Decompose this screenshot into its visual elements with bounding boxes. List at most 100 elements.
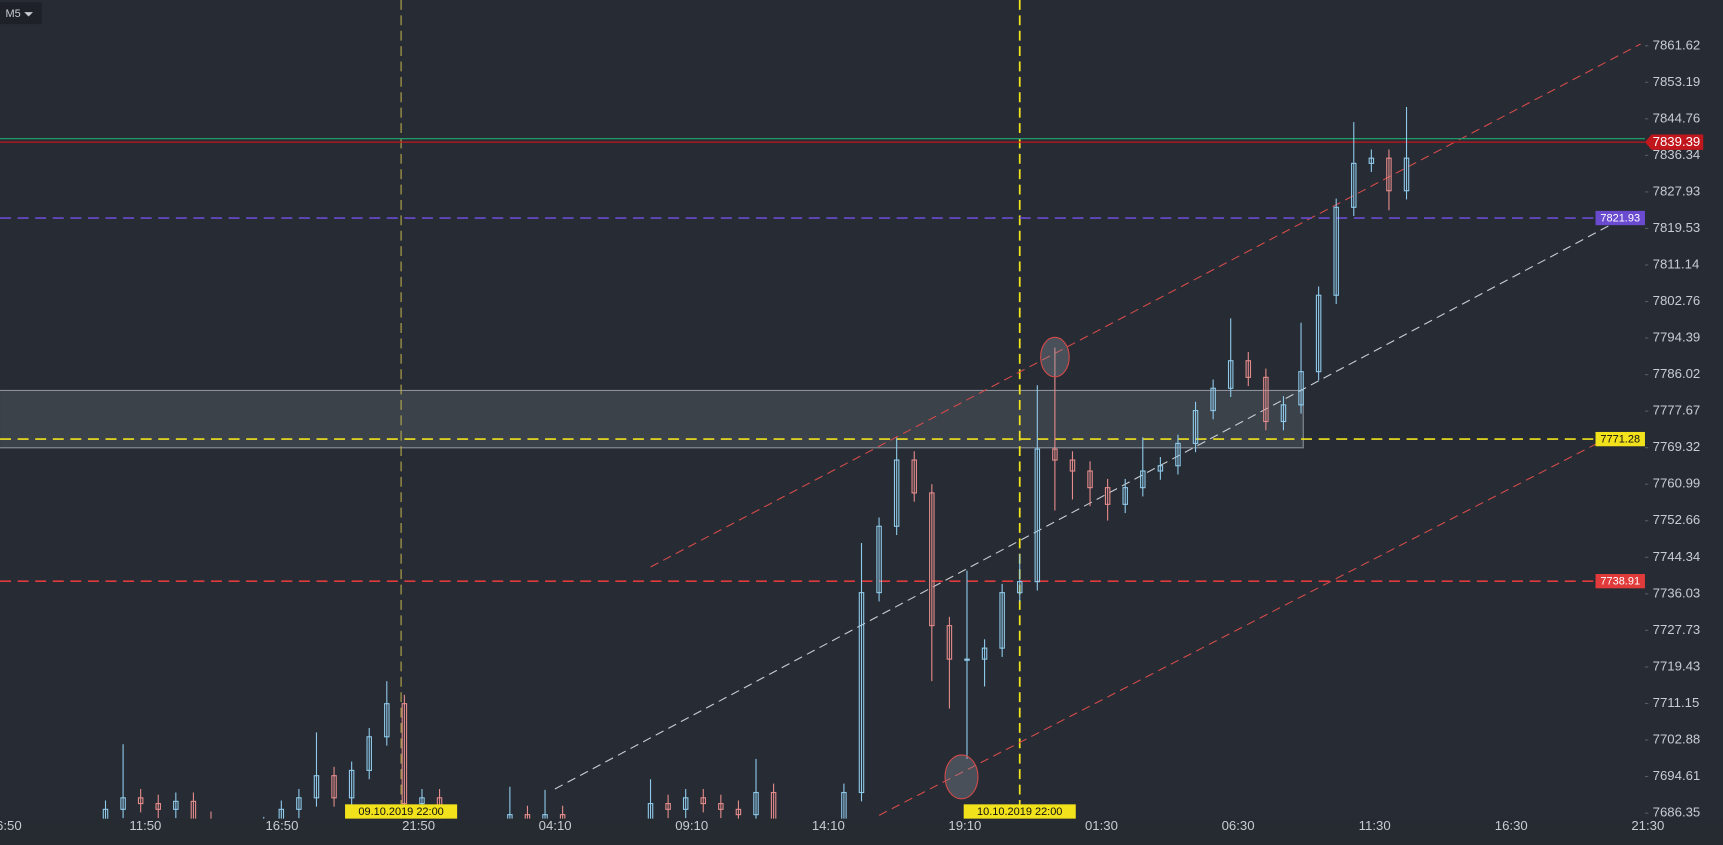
y-tick-label: 7836.34 [1653, 147, 1701, 162]
candle-body [1122, 487, 1128, 505]
candle-body [647, 803, 654, 819]
candle-body [700, 797, 707, 805]
x-tick-label: 11:30 [1359, 818, 1391, 833]
level-tag-label: 7771.28 [1600, 434, 1640, 446]
candle-body [1016, 581, 1023, 594]
candle-body [1403, 157, 1410, 192]
trend-line [650, 43, 1641, 568]
last-price-tag [1644, 134, 1704, 150]
y-tick-label: 7844.76 [1653, 110, 1701, 125]
candle-body [1315, 294, 1322, 373]
candle-body [682, 797, 689, 810]
date-marker-label: 09.10.2019 22:00 [358, 806, 443, 818]
x-tick-label: 21:30 [1631, 818, 1664, 833]
candle-body [559, 814, 566, 819]
y-tick-label: 7727.73 [1653, 622, 1701, 637]
x-tick-label: 14:10 [812, 818, 845, 833]
candle-body [911, 459, 917, 494]
x-tick-label: 16:30 [1495, 818, 1528, 833]
y-tick-label: 7811.14 [1653, 256, 1700, 271]
candle-body [1157, 465, 1164, 472]
highlight-circle [1040, 336, 1070, 378]
candle-body [1280, 404, 1287, 423]
y-tick-label: 7819.53 [1653, 220, 1701, 235]
y-tick-label: 7736.03 [1653, 585, 1701, 600]
x-tick-label: 19:10 [948, 818, 981, 833]
x-tick-label: 09:10 [675, 818, 708, 833]
candle-body [1386, 157, 1392, 192]
highlight-circle [944, 754, 979, 800]
candle-body [1175, 442, 1181, 467]
y-tick-label: 7744.34 [1653, 549, 1701, 564]
candle-body [137, 797, 144, 805]
candle-body [981, 647, 988, 660]
axes: 7861.62 7853.19 7844.76 7836.34 7827.93 7819.… [0, 37, 1704, 833]
timeframe-label[interactable]: M5 [6, 8, 21, 20]
candle-body [173, 800, 179, 810]
x-tick-label: 01:30 [1085, 818, 1118, 833]
candle-body [876, 525, 882, 594]
y-tick-label: 7853.19 [1653, 74, 1701, 89]
candle-body [331, 775, 337, 799]
candle-body [155, 803, 161, 810]
level-tag-label: 7821.93 [1600, 212, 1640, 224]
zone [0, 389, 1304, 449]
dropdown-arrow [24, 12, 33, 17]
level-tag [1595, 210, 1645, 226]
candle-body [366, 736, 372, 771]
y-tick-label: 7802.76 [1653, 293, 1701, 308]
y-tick-label: 7686.35 [1653, 805, 1701, 820]
candle-body [1227, 360, 1234, 389]
y-tick-label: 7719.43 [1653, 658, 1701, 673]
candle-body [946, 625, 953, 660]
timeframe-button[interactable] [0, 2, 42, 25]
candle-body [1333, 206, 1339, 296]
candle-body [964, 658, 970, 661]
candle-body [102, 808, 109, 819]
candle-body [665, 803, 671, 810]
candle-body [190, 800, 197, 819]
y-tick-label: 7777.67 [1653, 403, 1701, 418]
trend-line [878, 433, 1616, 816]
candle-body [278, 808, 285, 819]
candle-body [893, 459, 900, 527]
candle-body [120, 797, 126, 810]
candle-body [384, 703, 390, 738]
last-price-label: 7839.39 [1653, 134, 1701, 149]
candle-body [296, 797, 302, 810]
candle-body [1069, 459, 1076, 472]
candle-body [524, 814, 531, 819]
candle-body [1192, 410, 1199, 444]
candle-body [718, 803, 724, 810]
candle-body [1245, 360, 1252, 378]
x-tick-label: 16:50 [265, 818, 298, 833]
date-marker-tag [345, 804, 458, 819]
x-tick-label: 11:50 [129, 818, 161, 833]
candle-body [401, 703, 408, 805]
candle-body [1087, 470, 1093, 489]
level-tag-label: 7738.91 [1600, 576, 1640, 588]
candle-body [419, 797, 425, 805]
y-tick-label: 7769.32 [1653, 439, 1701, 454]
candle-body [1052, 448, 1058, 461]
candle-body [542, 814, 548, 819]
y-tick-label: 7752.66 [1653, 512, 1701, 527]
candle-body [1351, 162, 1357, 208]
y-tick-label: 7694.61 [1653, 768, 1701, 783]
candle-body [753, 791, 759, 816]
candle-body [841, 791, 847, 819]
candle-body [1034, 448, 1041, 583]
x-axis-strip [0, 818, 1723, 845]
candle-body [1263, 376, 1269, 423]
y-tick-label: 7786.02 [1653, 366, 1701, 381]
timeframe-selector[interactable]: M5 [0, 2, 42, 25]
x-tick-label: 6:50 [0, 818, 22, 833]
y-tick-label: 7827.93 [1653, 183, 1701, 198]
x-tick-label: 21:50 [402, 818, 435, 833]
candle-body [770, 791, 777, 819]
y-tick-label: 7794.39 [1653, 330, 1701, 345]
date-marker-tag [963, 804, 1076, 819]
candle-body [1140, 470, 1146, 489]
plot-area [0, 0, 1645, 819]
candle-body [313, 775, 320, 799]
